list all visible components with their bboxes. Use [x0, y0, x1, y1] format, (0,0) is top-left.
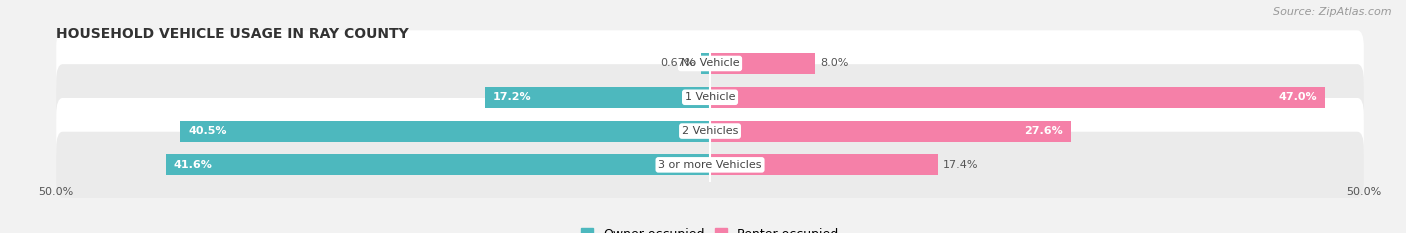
Text: 0.67%: 0.67%	[661, 58, 696, 69]
FancyBboxPatch shape	[56, 64, 1364, 130]
Text: 40.5%: 40.5%	[188, 126, 226, 136]
Text: 17.2%: 17.2%	[494, 92, 531, 102]
Text: 1 Vehicle: 1 Vehicle	[685, 92, 735, 102]
Bar	[710, 121, 1071, 141]
FancyBboxPatch shape	[56, 132, 1364, 198]
Bar	[702, 53, 710, 74]
FancyBboxPatch shape	[56, 98, 1364, 164]
Text: HOUSEHOLD VEHICLE USAGE IN RAY COUNTY: HOUSEHOLD VEHICLE USAGE IN RAY COUNTY	[56, 27, 409, 41]
Text: 41.6%: 41.6%	[174, 160, 212, 170]
Legend: Owner-occupied, Renter-occupied: Owner-occupied, Renter-occupied	[575, 223, 845, 233]
Text: Source: ZipAtlas.com: Source: ZipAtlas.com	[1274, 7, 1392, 17]
Bar	[710, 154, 938, 175]
Text: 47.0%: 47.0%	[1278, 92, 1317, 102]
Text: No Vehicle: No Vehicle	[681, 58, 740, 69]
Text: 2 Vehicles: 2 Vehicles	[682, 126, 738, 136]
Bar	[710, 53, 814, 74]
Bar	[180, 121, 710, 141]
Text: 27.6%: 27.6%	[1025, 126, 1063, 136]
Text: 17.4%: 17.4%	[943, 160, 979, 170]
Bar	[166, 154, 710, 175]
Bar	[710, 87, 1324, 108]
Text: 3 or more Vehicles: 3 or more Vehicles	[658, 160, 762, 170]
Bar	[485, 87, 710, 108]
Text: 8.0%: 8.0%	[820, 58, 848, 69]
FancyBboxPatch shape	[56, 30, 1364, 97]
